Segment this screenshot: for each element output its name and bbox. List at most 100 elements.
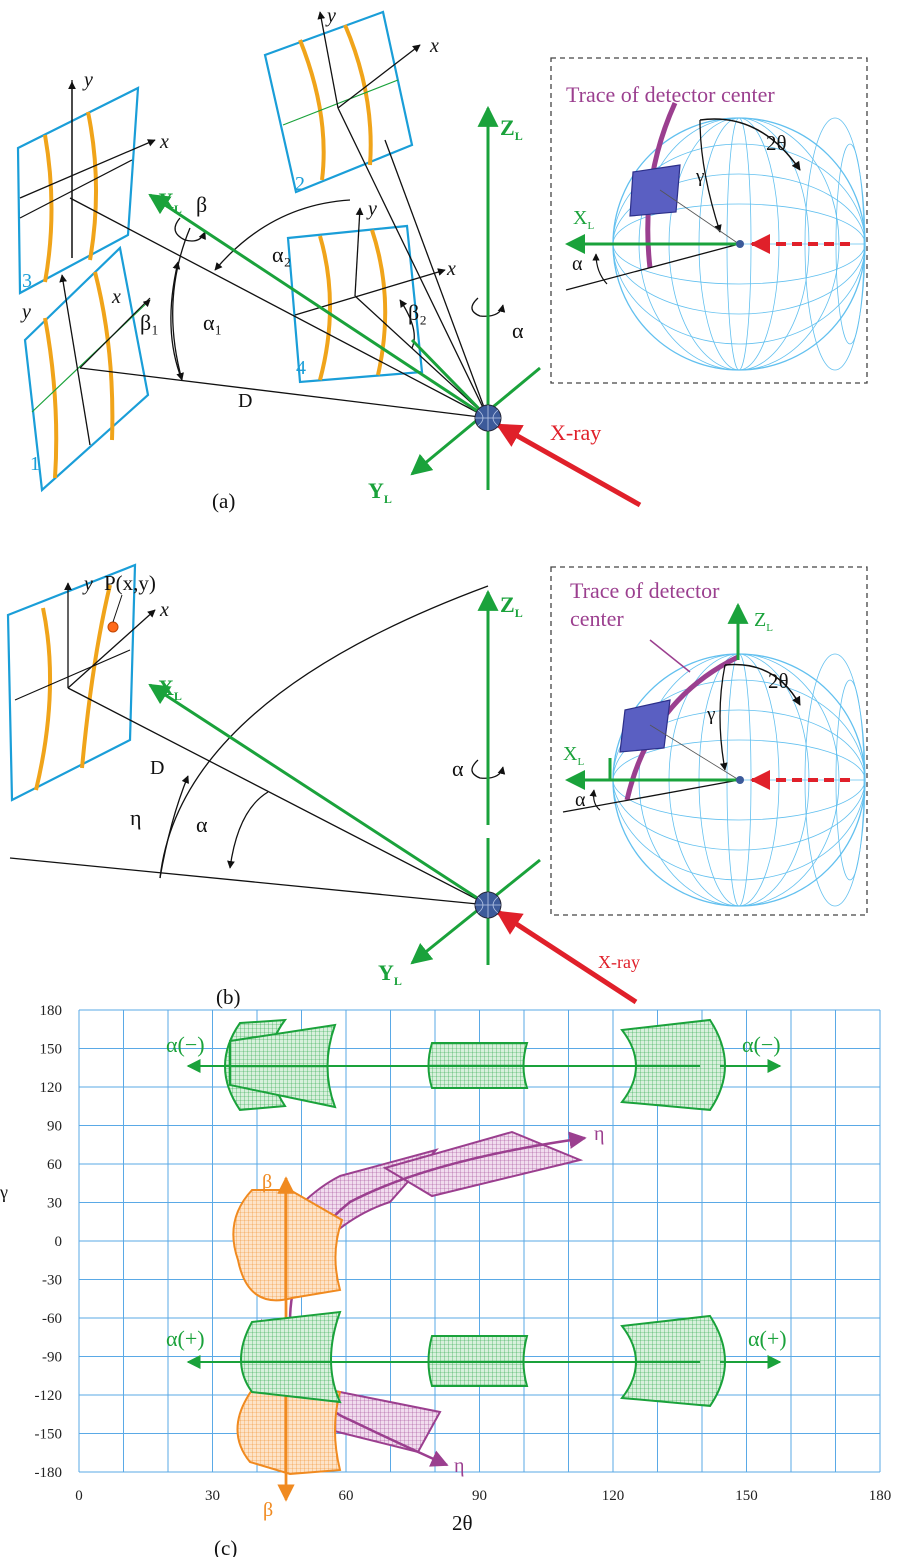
alpha-label-b: α [452, 756, 464, 781]
x-tick-label: 180 [869, 1488, 892, 1504]
inset-a-gamma: γ [695, 166, 704, 187]
inset-b-2theta: 2θ [768, 669, 789, 693]
frames-beta [232, 1176, 344, 1502]
alpha-minus-left-label: α(−) [166, 1032, 205, 1057]
inset-a-2theta: 2θ [766, 131, 787, 155]
x-tick-label: 0 [75, 1488, 83, 1504]
y-tick-label: -30 [42, 1273, 62, 1289]
inset-a-xl: XL [573, 207, 594, 232]
zl-label-a: ZL [500, 115, 523, 143]
alpha1-label: α₁ [203, 310, 222, 335]
caption-c: (c) [214, 1536, 237, 1557]
geometry-lines-b [9, 585, 489, 906]
detector-1 [23, 245, 151, 493]
inset-a-alpha: α [572, 253, 583, 275]
alpha2-label: α₂ [272, 242, 291, 267]
x-axis-label: 2θ [452, 1511, 473, 1535]
detector-b [6, 563, 156, 802]
x-tick-label: 60 [339, 1488, 354, 1504]
inset-b-alpha: α [575, 789, 586, 811]
detector-square-a [629, 164, 681, 217]
eta-label-b: η [130, 805, 142, 830]
x-tick-label: 150 [735, 1488, 758, 1504]
beta-rotation-icon [174, 217, 206, 242]
detector-2-number: 2 [295, 173, 305, 195]
detector-4 [286, 207, 446, 384]
zl-label-b: ZL [500, 592, 523, 620]
alpha-plus-left-label: α(+) [166, 1326, 205, 1351]
y-axis-label: γ [0, 1182, 8, 1202]
alpha-label-a: α [512, 318, 524, 343]
detector-square-b [619, 699, 671, 753]
alpha-rotation-icon [471, 297, 506, 317]
inset-a [550, 57, 868, 384]
eta-top-label: η [594, 1123, 604, 1145]
frames-alpha-minus [186, 1018, 782, 1112]
xray-label-a: X-ray [550, 420, 601, 445]
det4-x-label: x [446, 258, 456, 280]
detector-3-number: 3 [22, 270, 32, 292]
alpha-plus-right-label: α(+) [748, 1326, 787, 1351]
detector-4-number: 4 [296, 357, 306, 379]
det3-y-label: y [82, 69, 93, 91]
y-tick-label: 30 [47, 1196, 62, 1212]
xl-label-a: XL [158, 188, 182, 216]
beta-top-label: β [262, 1171, 272, 1193]
lab-axes-b [148, 589, 638, 1005]
alpha-angle-label-b: α [196, 812, 208, 837]
point-label: P(x,y) [104, 571, 156, 595]
x-tick-labels: 0 30 60 90 120 150 180 [75, 1488, 891, 1504]
yl-label-b: YL [378, 960, 402, 988]
d-label-b: D [150, 757, 164, 779]
det-b-y-label: y [82, 573, 93, 595]
y-tick-label: 150 [40, 1042, 63, 1058]
panel-c: 180 150 120 90 60 30 0 -30 -60 -90 -120 -150 -180 0 3… [0, 1003, 891, 1557]
y-tick-label: 0 [55, 1234, 63, 1250]
y-tick-label: -90 [42, 1350, 62, 1366]
inset-b-zl: ZL [754, 609, 773, 634]
alpha-minus-right-label: α(−) [742, 1032, 781, 1057]
xl-label-b: XL [158, 675, 182, 703]
inset-a-title: Trace of detector center [566, 82, 775, 107]
beta-bottom-label: β [263, 1499, 273, 1521]
y-tick-label: -150 [35, 1427, 63, 1443]
y-tick-label: 180 [40, 1003, 63, 1019]
yl-label-a: YL [368, 478, 392, 506]
y-tick-label: -120 [35, 1388, 63, 1404]
y-tick-labels: 180 150 120 90 60 30 0 -30 -60 -90 -120 -150 -180 [35, 1003, 63, 1481]
alpha-rotation-icon-b [471, 759, 506, 779]
inset-b-title-2: center [570, 606, 624, 631]
caption-b: (b) [216, 985, 241, 1009]
inset-b [550, 566, 868, 916]
det1-y-label: y [20, 301, 31, 323]
d-label-a: D [238, 390, 252, 412]
eta-bottom-label: η [454, 1455, 464, 1477]
beta-label: β [196, 192, 207, 217]
beta1-label: β₁ [140, 310, 159, 335]
detector-2 [263, 10, 421, 194]
panel-a: 3 y x y x 1 y x 2 [16, 5, 868, 513]
x-tick-label: 90 [472, 1488, 487, 1504]
y-tick-label: 120 [40, 1080, 63, 1096]
y-tick-label: -180 [35, 1465, 63, 1481]
xray-label-b: X-ray [598, 952, 640, 972]
y-tick-label: 90 [47, 1119, 62, 1135]
y-tick-label: -60 [42, 1311, 62, 1327]
det3-x-label: x [159, 131, 169, 153]
inset-b-xl: XL [563, 743, 584, 768]
det2-x-label: x [429, 35, 439, 57]
detector-1-number: 1 [30, 453, 40, 475]
frames-alpha-plus [186, 1310, 782, 1408]
det1-x-label: x [111, 286, 121, 308]
inset-b-title-1: Trace of detector [570, 578, 720, 603]
inset-b-gamma: γ [706, 704, 715, 725]
det-b-x-label: x [159, 599, 169, 621]
caption-a: (a) [212, 489, 235, 513]
x-tick-label: 30 [205, 1488, 220, 1504]
det4-y-label: y [366, 198, 377, 220]
geometry-lines [69, 107, 489, 419]
panel-b: y x P(x,y) ZL XL YL X-ray α D η α (b) [6, 563, 868, 1009]
detector-3 [16, 80, 156, 295]
beta2-label: β₂ [408, 300, 427, 325]
y-tick-label: 60 [47, 1157, 62, 1173]
